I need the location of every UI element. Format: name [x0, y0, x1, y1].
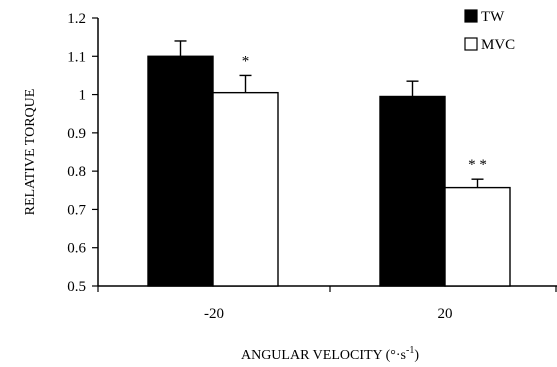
y-tick-label: 0.6 [67, 241, 86, 257]
legend-label-mvc: MVC [481, 37, 515, 53]
bar-tw-20 [379, 95, 446, 287]
y-axis: 0.5 0.6 0.7 0.8 0.9 1 1.1 1.2 [67, 11, 99, 295]
legend-swatch-mvc [464, 37, 478, 51]
x-tick-label: 20 [438, 306, 453, 322]
y-ticks: 0.5 0.6 0.7 0.8 0.9 1 1.1 1.2 [67, 11, 98, 295]
significance-marker: * [242, 53, 250, 69]
significance-marker: * * [468, 157, 487, 173]
significance-markers: * * * [242, 53, 487, 173]
bar-tw--20 [147, 55, 214, 287]
legend-swatch-tw [464, 9, 478, 23]
bar-mvc-20 [444, 186, 511, 287]
legend-label-tw: TW [481, 9, 505, 25]
x-tick-label: -20 [204, 306, 224, 322]
y-tick-label: 1.2 [67, 11, 86, 27]
bar-mvc--20 [212, 91, 279, 287]
y-tick-label: 0.5 [67, 279, 86, 295]
x-axis-title-sup: -1 [406, 345, 414, 356]
x-axis-title-main: ANGULAR VELOCITY (°·s [241, 348, 406, 363]
x-axis: -20 20 [97, 285, 557, 322]
legend: TW MVC [464, 9, 515, 53]
y-tick-label: 1.1 [67, 49, 86, 65]
bars [147, 40, 511, 287]
y-axis-title: RELATIVE TORQUE [23, 89, 38, 216]
y-tick-label: 0.9 [67, 126, 86, 142]
x-axis-title: ANGULAR VELOCITY (°·s-1) [241, 345, 419, 363]
x-axis-title-end: ) [414, 348, 419, 363]
y-tick-label: 0.8 [67, 164, 86, 180]
y-tick-label: 1 [79, 88, 87, 104]
y-tick-label: 0.7 [67, 202, 86, 218]
